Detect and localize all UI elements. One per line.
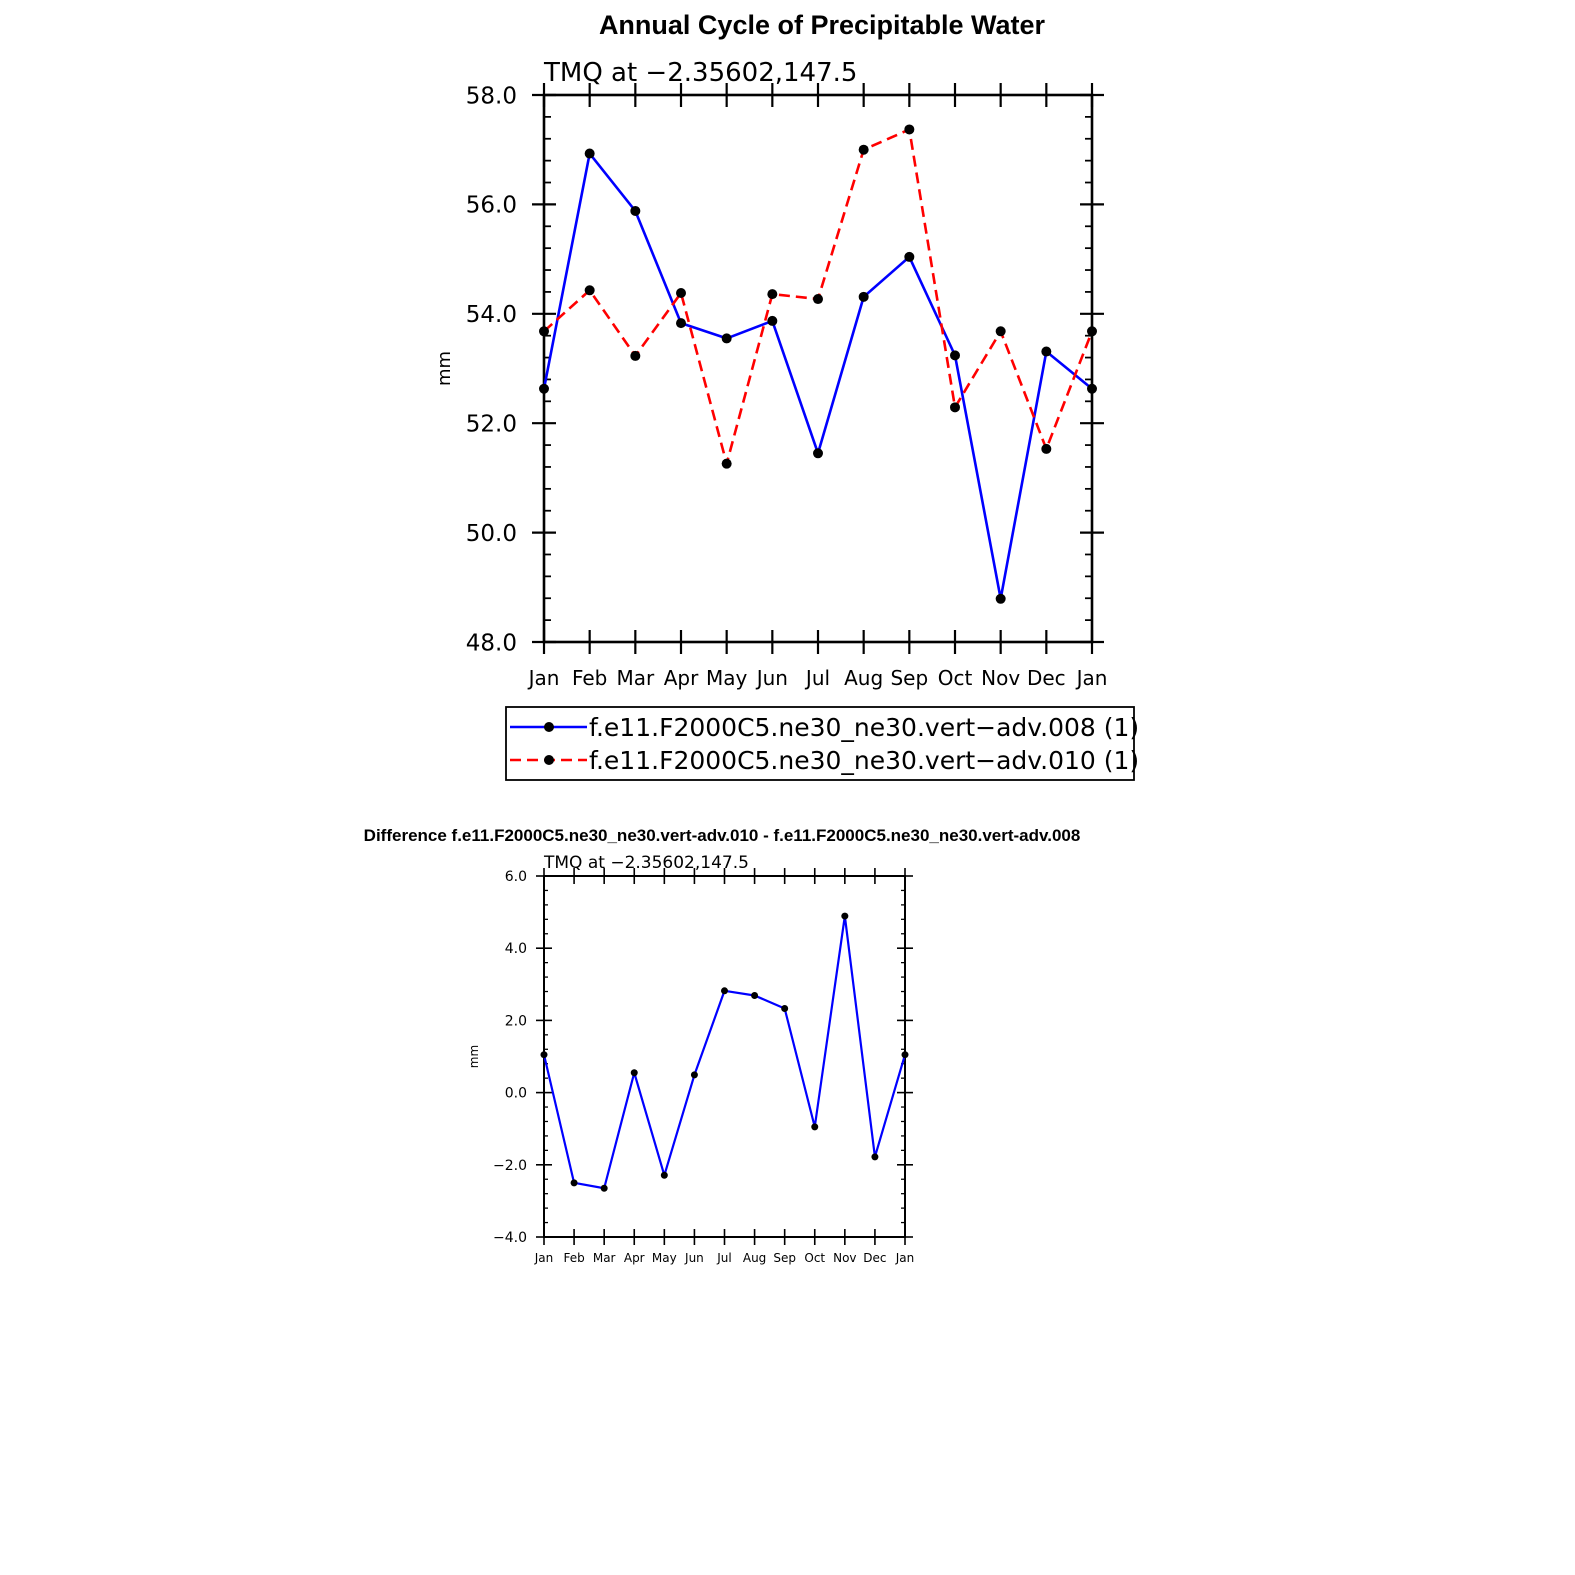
- legend-box: [505, 706, 1135, 781]
- legend-marker: [544, 755, 554, 765]
- x-tick-label: Apr: [664, 666, 699, 690]
- x-tick-label: Apr: [624, 1251, 645, 1265]
- x-tick-label: Feb: [563, 1251, 584, 1265]
- data-point: [1041, 443, 1052, 454]
- data-point: [1087, 326, 1097, 337]
- data-point: [584, 148, 595, 159]
- x-tick-label: May: [706, 666, 748, 690]
- x-tick-label: Dec: [1027, 666, 1066, 690]
- x-tick-label: Aug: [743, 1251, 766, 1265]
- x-tick-label: Dec: [863, 1251, 886, 1265]
- plot-frame: [542, 93, 1094, 644]
- legend-label: f.e11.F2000C5.ne30_ne30.vert−adv.010 (1): [589, 746, 1139, 775]
- x-tick-label: Sep: [773, 1251, 796, 1265]
- data-point: [904, 124, 915, 135]
- chart-subtitle: TMQ at −2.35602,147.5: [543, 58, 857, 88]
- y-tick-label: 4.0: [505, 941, 527, 957]
- data-point: [584, 285, 595, 296]
- x-tick-label: Jun: [755, 666, 788, 690]
- y-tick-label: 54.0: [466, 302, 517, 328]
- data-point: [767, 315, 778, 326]
- data-point: [721, 333, 732, 344]
- data-point: [539, 383, 549, 394]
- y-axis-label: mm: [467, 1045, 481, 1068]
- legend-label: f.e11.F2000C5.ne30_ne30.vert−adv.008 (1): [589, 713, 1139, 742]
- data-point: [871, 1153, 879, 1161]
- data-point: [630, 350, 641, 361]
- x-tick-label: Mar: [593, 1251, 616, 1265]
- x-tick-label: Oct: [804, 1251, 825, 1265]
- data-point: [767, 289, 778, 300]
- y-tick-label: 6.0: [505, 869, 527, 885]
- data-point: [676, 288, 686, 299]
- data-point: [1087, 383, 1097, 394]
- x-tick-label: Jan: [1075, 666, 1108, 690]
- data-point: [995, 326, 1006, 337]
- data-point: [721, 458, 732, 469]
- data-point: [781, 1004, 789, 1012]
- x-tick-label: Jun: [684, 1251, 704, 1265]
- series-line: [542, 152, 1093, 601]
- legend: f.e11.F2000C5.ne30_ne30.vert−adv.008 (1)…: [505, 706, 1139, 781]
- data-point: [813, 294, 823, 305]
- data-point: [690, 1071, 698, 1079]
- data-point: [630, 1069, 638, 1077]
- data-point: [950, 402, 960, 413]
- data-point: [813, 448, 823, 459]
- y-tick-label: 50.0: [466, 521, 517, 547]
- x-tick-label: Oct: [938, 666, 973, 690]
- y-tick-label: 58.0: [466, 83, 517, 109]
- y-axis-label: mm: [434, 351, 455, 386]
- x-tick-label: Nov: [981, 666, 1020, 690]
- data-point: [721, 987, 728, 995]
- y-tick-label: 48.0: [466, 630, 517, 656]
- data-point: [660, 1171, 668, 1179]
- data-point: [676, 318, 686, 329]
- x-tick-label: Nov: [833, 1251, 856, 1265]
- y-tick-label: −4.0: [493, 1230, 527, 1246]
- y-tick-label: 2.0: [505, 1013, 527, 1029]
- data-point: [904, 251, 915, 262]
- chart-subtitle: TMQ at −2.35602,147.5: [543, 853, 749, 873]
- x-tick-label: May: [652, 1251, 677, 1265]
- x-tick-label: Sep: [890, 666, 928, 690]
- figure-title: Annual Cycle of Precipitable Water: [599, 10, 1046, 40]
- data-point: [811, 1123, 819, 1131]
- data-point: [950, 350, 960, 361]
- data-point: [995, 593, 1006, 604]
- x-tick-label: Feb: [572, 666, 607, 690]
- series-line: [542, 914, 907, 1190]
- data-point: [570, 1179, 578, 1187]
- x-tick-label: Jul: [716, 1251, 731, 1265]
- legend-marker: [544, 722, 554, 732]
- data-point: [540, 1051, 548, 1059]
- x-tick-label: Jul: [804, 666, 830, 690]
- y-tick-label: −2.0: [493, 1158, 527, 1174]
- plot-frame: [543, 875, 906, 1238]
- y-tick-label: 56.0: [466, 193, 517, 219]
- y-tick-label: 52.0: [466, 411, 517, 437]
- y-tick-label: 0.0: [505, 1086, 527, 1102]
- data-point: [901, 1051, 909, 1059]
- x-tick-label: Mar: [616, 666, 655, 690]
- data-point: [630, 205, 641, 216]
- x-tick-label: Aug: [844, 666, 883, 690]
- difference-title: Difference f.e11.F2000C5.ne30_ne30.vert-…: [364, 826, 1081, 845]
- data-point: [600, 1184, 608, 1192]
- x-tick-label: Jan: [534, 1251, 554, 1265]
- data-point: [841, 912, 849, 920]
- data-point: [751, 991, 759, 999]
- x-tick-label: Jan: [527, 666, 560, 690]
- data-point: [539, 326, 549, 337]
- data-point: [858, 144, 869, 155]
- data-point: [1041, 346, 1052, 357]
- data-point: [858, 291, 869, 302]
- annual-cycle-chart: Jan Feb Mar Apr May Jun Jul Aug Sep Oct Nov Dec Jan 4…: [434, 58, 1107, 690]
- x-tick-label: Jan: [895, 1251, 915, 1265]
- difference-chart: Jan Feb Mar Apr May Jun Jul Aug Sep Oct Nov Dec Jan−…: [467, 853, 914, 1265]
